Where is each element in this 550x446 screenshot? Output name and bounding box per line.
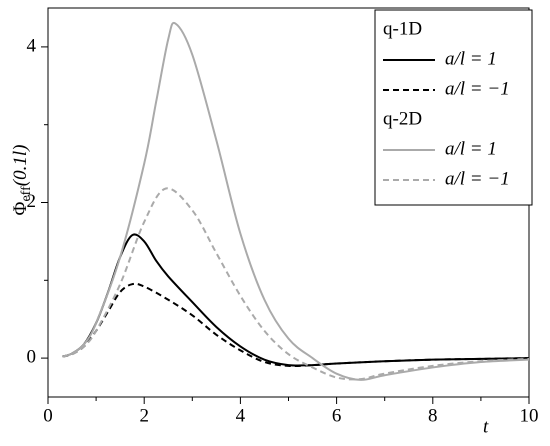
y-label-subscript: eff bbox=[19, 186, 34, 202]
legend-label: a/l = −1 bbox=[445, 168, 510, 189]
series-line bbox=[62, 187, 530, 381]
y-label-symbol: Φ bbox=[10, 201, 31, 215]
x-tick-label: 0 bbox=[43, 405, 53, 426]
x-tick-label: 6 bbox=[332, 405, 342, 426]
y-tick-label: 0 bbox=[27, 346, 37, 367]
series-line bbox=[62, 21, 530, 381]
x-tick-label: 8 bbox=[428, 405, 438, 426]
legend-label: a/l = 1 bbox=[445, 48, 497, 69]
x-tick-label: 10 bbox=[520, 405, 539, 426]
legend-label: a/l = −1 bbox=[445, 78, 510, 99]
y-axis-label: Φeff(0.1l) bbox=[10, 145, 34, 216]
x-tick-label: 4 bbox=[236, 405, 246, 426]
x-axis-label: t bbox=[483, 416, 489, 437]
legend-label: a/l = 1 bbox=[445, 138, 497, 159]
legend-box bbox=[374, 9, 533, 206]
series-line bbox=[62, 282, 530, 368]
y-label-argument: (0.1l) bbox=[10, 145, 31, 187]
legend-title: q-2D bbox=[383, 108, 422, 129]
y-tick-label: 2 bbox=[27, 191, 37, 212]
x-tick-label: 2 bbox=[139, 405, 149, 426]
legend-title: q-1D bbox=[383, 18, 422, 39]
y-tick-label: 4 bbox=[27, 35, 37, 56]
